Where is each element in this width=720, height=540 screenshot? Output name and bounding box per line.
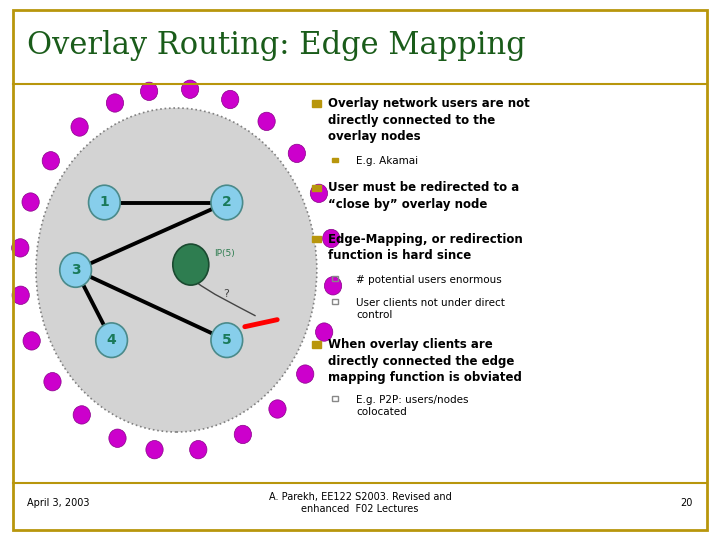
Ellipse shape	[325, 276, 342, 295]
Ellipse shape	[269, 400, 286, 418]
Text: A. Parekh, EE122 S2003. Revised and
enhanced  F02 Lectures: A. Parekh, EE122 S2003. Revised and enha…	[269, 492, 451, 515]
Text: User clients not under direct
control: User clients not under direct control	[356, 298, 505, 320]
Ellipse shape	[73, 406, 91, 424]
Text: Overlay network users are not
directly connected to the
overlay nodes: Overlay network users are not directly c…	[328, 97, 529, 143]
FancyBboxPatch shape	[312, 100, 321, 107]
Ellipse shape	[315, 323, 333, 341]
Text: 20: 20	[680, 498, 693, 508]
Text: 5: 5	[222, 333, 232, 347]
Ellipse shape	[89, 185, 120, 220]
FancyBboxPatch shape	[312, 236, 321, 242]
Ellipse shape	[211, 185, 243, 220]
Text: When overlay clients are
directly connected the edge
mapping function is obviate: When overlay clients are directly connec…	[328, 338, 521, 384]
Ellipse shape	[22, 193, 40, 211]
Text: Edge-Mapping, or redirection
function is hard since: Edge-Mapping, or redirection function is…	[328, 233, 522, 262]
Ellipse shape	[173, 244, 209, 285]
Text: 1: 1	[99, 195, 109, 210]
Ellipse shape	[60, 253, 91, 287]
Ellipse shape	[71, 118, 89, 136]
Text: ?: ?	[223, 289, 229, 299]
Ellipse shape	[146, 441, 163, 459]
Ellipse shape	[140, 82, 158, 100]
FancyBboxPatch shape	[312, 341, 321, 348]
Ellipse shape	[234, 426, 251, 444]
Ellipse shape	[222, 90, 239, 109]
Ellipse shape	[288, 144, 305, 163]
Text: Overlay Routing: Edge Mapping: Overlay Routing: Edge Mapping	[27, 30, 526, 60]
Ellipse shape	[109, 429, 126, 448]
Text: IP(5): IP(5)	[214, 249, 235, 258]
Text: User must be redirected to a
“close by” overlay node: User must be redirected to a “close by” …	[328, 181, 519, 211]
Ellipse shape	[211, 323, 243, 357]
FancyBboxPatch shape	[312, 185, 321, 191]
Text: 2: 2	[222, 195, 232, 210]
Ellipse shape	[297, 365, 314, 383]
Ellipse shape	[96, 323, 127, 357]
Text: 4: 4	[107, 333, 117, 347]
Ellipse shape	[12, 239, 29, 257]
Ellipse shape	[258, 112, 275, 131]
Text: April 3, 2003: April 3, 2003	[27, 498, 90, 508]
FancyBboxPatch shape	[332, 158, 338, 162]
Ellipse shape	[310, 184, 328, 202]
Ellipse shape	[12, 286, 30, 305]
Ellipse shape	[23, 332, 40, 350]
Ellipse shape	[107, 94, 124, 112]
Ellipse shape	[42, 152, 60, 170]
Ellipse shape	[36, 108, 317, 432]
Ellipse shape	[189, 441, 207, 459]
Ellipse shape	[44, 373, 61, 391]
Text: 3: 3	[71, 263, 81, 277]
Text: E.g. Akamai: E.g. Akamai	[356, 156, 418, 166]
Ellipse shape	[181, 80, 199, 98]
Text: E.g. P2P: users/nodes
colocated: E.g. P2P: users/nodes colocated	[356, 395, 469, 417]
Text: # potential users enormous: # potential users enormous	[356, 275, 502, 285]
Ellipse shape	[323, 230, 340, 248]
